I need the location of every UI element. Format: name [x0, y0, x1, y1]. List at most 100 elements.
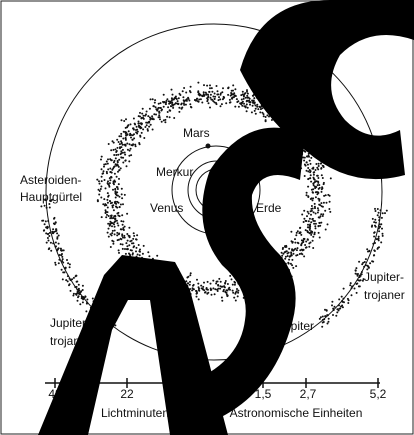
asteroid	[341, 305, 343, 307]
asteroid	[133, 232, 135, 234]
asteroid	[103, 198, 105, 200]
asteroid	[153, 118, 155, 120]
asteroid	[378, 212, 380, 214]
asteroid	[189, 274, 191, 276]
asteroid	[126, 143, 128, 145]
asteroid	[155, 114, 157, 116]
asteroid	[321, 205, 323, 207]
asteroid	[285, 256, 287, 258]
asteroid	[119, 215, 121, 217]
asteroid	[315, 191, 317, 193]
asteroid	[295, 265, 297, 267]
asteroid	[150, 98, 152, 100]
asteroid	[327, 223, 329, 225]
asteroid	[372, 218, 374, 220]
asteroid	[120, 238, 122, 240]
asteroid	[189, 281, 191, 283]
asteroid	[62, 271, 64, 273]
asteroid	[102, 172, 104, 174]
asteroid	[123, 131, 125, 133]
asteroid	[165, 102, 167, 104]
asteroid	[122, 228, 124, 230]
asteroid	[109, 221, 111, 223]
asteroid	[55, 228, 57, 230]
asteroid	[158, 103, 160, 105]
asteroid	[294, 242, 296, 244]
asteroid	[303, 218, 305, 220]
asteroid	[313, 211, 315, 213]
asteroid	[52, 228, 54, 230]
asteroid	[200, 285, 202, 287]
asteroid	[373, 255, 375, 257]
asteroid	[301, 214, 303, 216]
asteroid	[68, 284, 70, 286]
asteroid	[109, 224, 111, 226]
asteroid	[315, 163, 317, 165]
asteroid	[136, 239, 138, 241]
asteroid	[284, 258, 286, 260]
asteroid	[246, 100, 248, 102]
asteroid	[290, 255, 292, 257]
asteroid	[110, 202, 112, 204]
asteroid	[321, 186, 323, 188]
label: Hauptgürtel	[20, 190, 82, 204]
asteroid	[139, 254, 141, 256]
asteroid	[133, 118, 135, 120]
asteroid	[320, 168, 322, 170]
asteroid	[304, 244, 306, 246]
asteroid	[120, 228, 122, 230]
asteroid	[154, 99, 156, 101]
asteroid	[61, 256, 63, 258]
asteroid	[306, 161, 308, 163]
asteroid	[156, 255, 158, 257]
asteroid	[211, 87, 213, 89]
asteroid	[114, 188, 116, 190]
asteroid	[124, 154, 126, 156]
asteroid	[120, 243, 122, 245]
asteroid	[114, 218, 116, 220]
asteroid	[144, 115, 146, 117]
asteroid	[319, 237, 321, 239]
asteroid	[75, 275, 77, 277]
asteroid	[256, 104, 258, 106]
asteroid	[203, 84, 205, 86]
asteroid	[117, 225, 119, 227]
asteroid	[232, 290, 234, 292]
asteroid	[305, 247, 307, 249]
asteroid	[117, 154, 119, 156]
asteroid	[317, 212, 319, 214]
asteroid	[130, 148, 132, 150]
asteroid	[314, 186, 316, 188]
asteroid	[169, 116, 171, 118]
asteroid	[355, 273, 357, 275]
asteroid	[229, 99, 231, 101]
asteroid	[237, 295, 239, 297]
asteroid	[129, 236, 131, 238]
asteroid	[253, 100, 255, 102]
asteroid	[356, 292, 358, 294]
asteroid	[225, 289, 227, 291]
asteroid	[302, 241, 304, 243]
asteroid	[220, 105, 222, 107]
asteroid	[111, 215, 113, 217]
asteroid	[310, 174, 312, 176]
asteroid	[122, 237, 124, 239]
asteroid	[297, 230, 299, 232]
asteroid	[114, 233, 116, 235]
asteroid	[339, 308, 341, 310]
asteroid	[118, 183, 120, 185]
asteroid	[146, 111, 148, 113]
asteroid	[312, 240, 314, 242]
asteroid	[239, 102, 241, 104]
asteroid	[136, 126, 138, 128]
asteroid	[310, 214, 312, 216]
asteroid	[112, 189, 114, 191]
label: Mars	[183, 126, 210, 140]
asteroid	[178, 107, 180, 109]
asteroid	[55, 264, 57, 266]
asteroid	[219, 285, 221, 287]
asteroid	[325, 194, 327, 196]
asteroid	[110, 246, 112, 248]
label: Erde	[256, 201, 282, 215]
asteroid	[315, 227, 317, 229]
